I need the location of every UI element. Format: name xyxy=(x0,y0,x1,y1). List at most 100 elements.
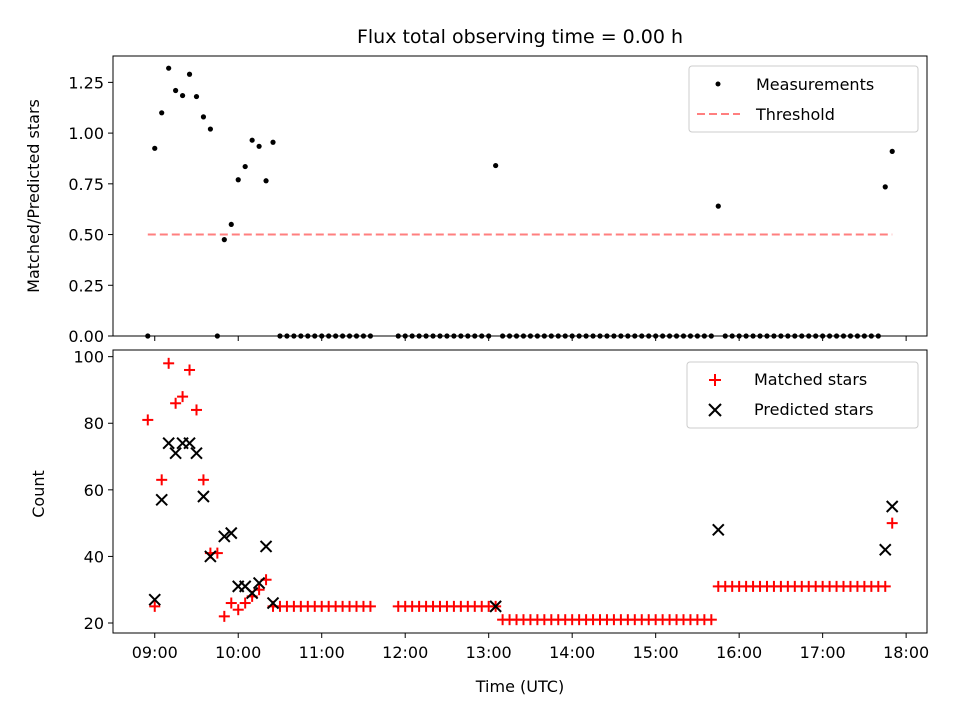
measurement-point xyxy=(263,178,269,184)
matched-stars-point xyxy=(177,391,189,403)
matched-stars-point xyxy=(197,474,209,486)
y-tick-label: 20 xyxy=(84,614,104,633)
x-tick-label: 13:00 xyxy=(466,643,512,662)
y-tick-label: 0.75 xyxy=(68,175,104,194)
measurement-point xyxy=(159,110,165,116)
top-x-ticks xyxy=(154,336,907,341)
matched-stars-point xyxy=(705,614,717,626)
predicted-stars-point xyxy=(169,447,182,460)
matched-stars-point xyxy=(184,364,196,376)
matched-stars-point xyxy=(225,597,237,609)
matched-stars-point xyxy=(149,600,161,612)
measurement-point xyxy=(270,139,276,145)
matched-stars-point xyxy=(190,404,202,416)
top-axes: 0.00 0.25 0.50 0.75 1.00 1.25 Matched/Predict… xyxy=(24,55,928,346)
y-tick-label: 40 xyxy=(84,547,104,566)
bottom-y-axis-label: Count xyxy=(29,470,48,518)
measurement-point xyxy=(186,71,193,77)
predicted-stars-point xyxy=(197,490,210,503)
bottom-y-ticks: 20 40 60 80 100 xyxy=(73,348,113,633)
y-tick-label: 60 xyxy=(84,481,104,500)
y-tick-label: 0.00 xyxy=(68,327,104,346)
top-y-axis-label: Matched/Predicted stars xyxy=(24,99,43,293)
matched-stars-point xyxy=(239,597,251,609)
predicted-stars-point xyxy=(190,447,203,460)
predicted-stars-point xyxy=(489,600,502,613)
measurement-point xyxy=(715,203,721,209)
matched-stars-point xyxy=(142,414,154,426)
measurement-point xyxy=(193,93,200,100)
predicted-stars-point xyxy=(886,500,899,513)
measurement-point xyxy=(221,237,227,243)
measurement-point xyxy=(228,221,234,228)
top-y-ticks: 0.00 0.25 0.50 0.75 1.00 1.25 xyxy=(68,73,113,346)
legend-predicted-marker xyxy=(708,403,722,417)
predicted-stars-point xyxy=(148,593,161,606)
y-tick-label: 0.25 xyxy=(68,276,104,295)
matched-stars-point xyxy=(218,610,230,622)
y-tick-label: 80 xyxy=(84,414,104,433)
bottom-legend: Matched stars Predicted stars xyxy=(686,361,919,429)
predicted-stars-point xyxy=(225,526,238,540)
matched-stars-point xyxy=(886,517,898,529)
legend-matched-label: Matched stars xyxy=(754,370,867,389)
top-legend: Measurements Threshold xyxy=(688,65,919,133)
matched-stars-point xyxy=(156,474,168,486)
y-tick-label: 100 xyxy=(73,348,104,367)
matched-stars-point xyxy=(170,397,182,409)
x-tick-label: 14:00 xyxy=(549,643,595,662)
predicted-stars-point xyxy=(245,586,259,600)
measurement-point xyxy=(249,137,255,143)
predicted-stars-point xyxy=(712,523,725,536)
matched-stars-point xyxy=(364,600,376,612)
x-tick-label: 10:00 xyxy=(215,643,261,662)
x-tick-label: 16:00 xyxy=(716,643,762,662)
measurement-point xyxy=(179,92,186,99)
predicted-stars-point xyxy=(266,596,280,610)
measurement-point xyxy=(200,114,207,120)
top-legend-box xyxy=(688,65,919,133)
bottom-axes-frame xyxy=(112,349,928,634)
measurement-point xyxy=(882,184,888,190)
y-tick-label: 1.25 xyxy=(68,73,104,92)
measurement-point xyxy=(207,126,214,132)
measurement-point xyxy=(493,162,499,169)
predicted-stars-point xyxy=(879,543,892,556)
legend-threshold-label: Threshold xyxy=(755,105,835,124)
x-tick-label: 09:00 xyxy=(132,643,178,662)
legend-predicted-label: Predicted stars xyxy=(754,400,874,419)
bottom-axes: 09:00 10:00 11:00 12:00 13:00 14:00 15:00 16:00… xyxy=(29,348,929,696)
legend-measurements-marker xyxy=(715,81,721,87)
x-tick-label: 12:00 xyxy=(382,643,428,662)
predicted-stars-point xyxy=(218,530,231,543)
top-axes-frame xyxy=(112,55,928,337)
measurement-point xyxy=(235,177,241,183)
measurement-point xyxy=(889,148,895,154)
x-tick-label: 11:00 xyxy=(299,643,345,662)
legend-measurements-label: Measurements xyxy=(756,75,874,94)
measurement-point xyxy=(242,163,248,170)
top-chart-title: Flux total observing time = 0.00 h xyxy=(357,26,683,48)
matched-stars-point xyxy=(163,357,175,369)
predicted-stars-point xyxy=(252,576,266,590)
matched-stars-point xyxy=(232,604,244,616)
y-tick-label: 0.50 xyxy=(68,226,104,245)
matched-stars-point xyxy=(879,580,891,592)
measurement-point xyxy=(152,145,158,151)
bottom-x-axis-label: Time (UTC) xyxy=(475,677,564,696)
measurement-point xyxy=(256,143,262,149)
measurement-point xyxy=(173,87,179,94)
bottom-x-ticks: 09:00 10:00 11:00 12:00 13:00 14:00 15:00 16:00… xyxy=(132,633,929,662)
y-tick-label: 1.00 xyxy=(68,124,104,143)
x-tick-label: 17:00 xyxy=(800,643,846,662)
bottom-plot-area xyxy=(142,357,899,626)
x-tick-label: 15:00 xyxy=(633,643,679,662)
predicted-stars-point xyxy=(204,550,217,563)
legend-matched-marker xyxy=(709,374,721,386)
measurement-point xyxy=(166,65,172,71)
predicted-stars-point xyxy=(259,540,273,553)
predicted-stars-point xyxy=(183,437,196,450)
bottom-legend-box xyxy=(686,361,919,429)
predicted-stars-point xyxy=(155,493,168,507)
